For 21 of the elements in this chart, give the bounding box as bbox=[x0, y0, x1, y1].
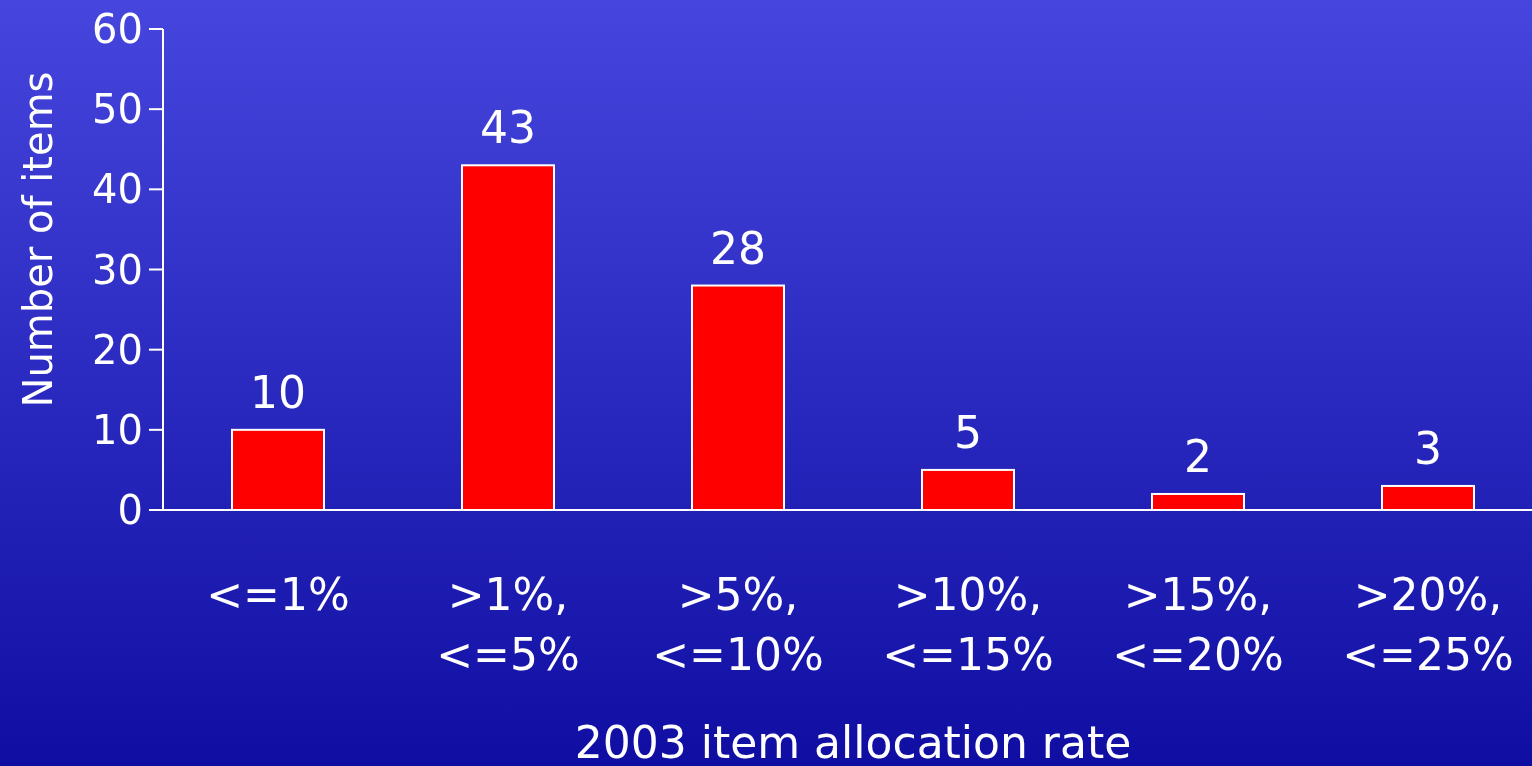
y-tick-label: 50 bbox=[92, 86, 143, 133]
x-tick-label: >15%, <=20% bbox=[1112, 569, 1284, 680]
x-tick-label: >1%, <=5% bbox=[436, 569, 580, 680]
data-label: 2 bbox=[1184, 430, 1212, 482]
y-tick-label: 30 bbox=[92, 246, 143, 293]
y-tick-label: 10 bbox=[92, 406, 143, 453]
x-tick-label: >10%, <=15% bbox=[882, 569, 1054, 680]
data-label: 43 bbox=[480, 102, 536, 154]
x-axis-title: 2003 item allocation rate bbox=[574, 717, 1132, 766]
y-tick-label: 20 bbox=[92, 326, 143, 373]
data-label: 28 bbox=[710, 222, 766, 274]
data-label: 5 bbox=[954, 406, 982, 458]
x-tick-label: >20%, <=25% bbox=[1342, 569, 1514, 680]
y-tick-label: 40 bbox=[92, 166, 143, 213]
data-label: 3 bbox=[1414, 422, 1442, 474]
y-axis-title: Number of items bbox=[15, 71, 61, 408]
x-tick-label: <=1% bbox=[206, 569, 350, 620]
y-tick-label: 0 bbox=[117, 487, 143, 533]
y-tick-label: 60 bbox=[92, 6, 143, 52]
data-label: 10 bbox=[250, 366, 306, 418]
x-tick-label: >5%, <=10% bbox=[652, 569, 824, 680]
